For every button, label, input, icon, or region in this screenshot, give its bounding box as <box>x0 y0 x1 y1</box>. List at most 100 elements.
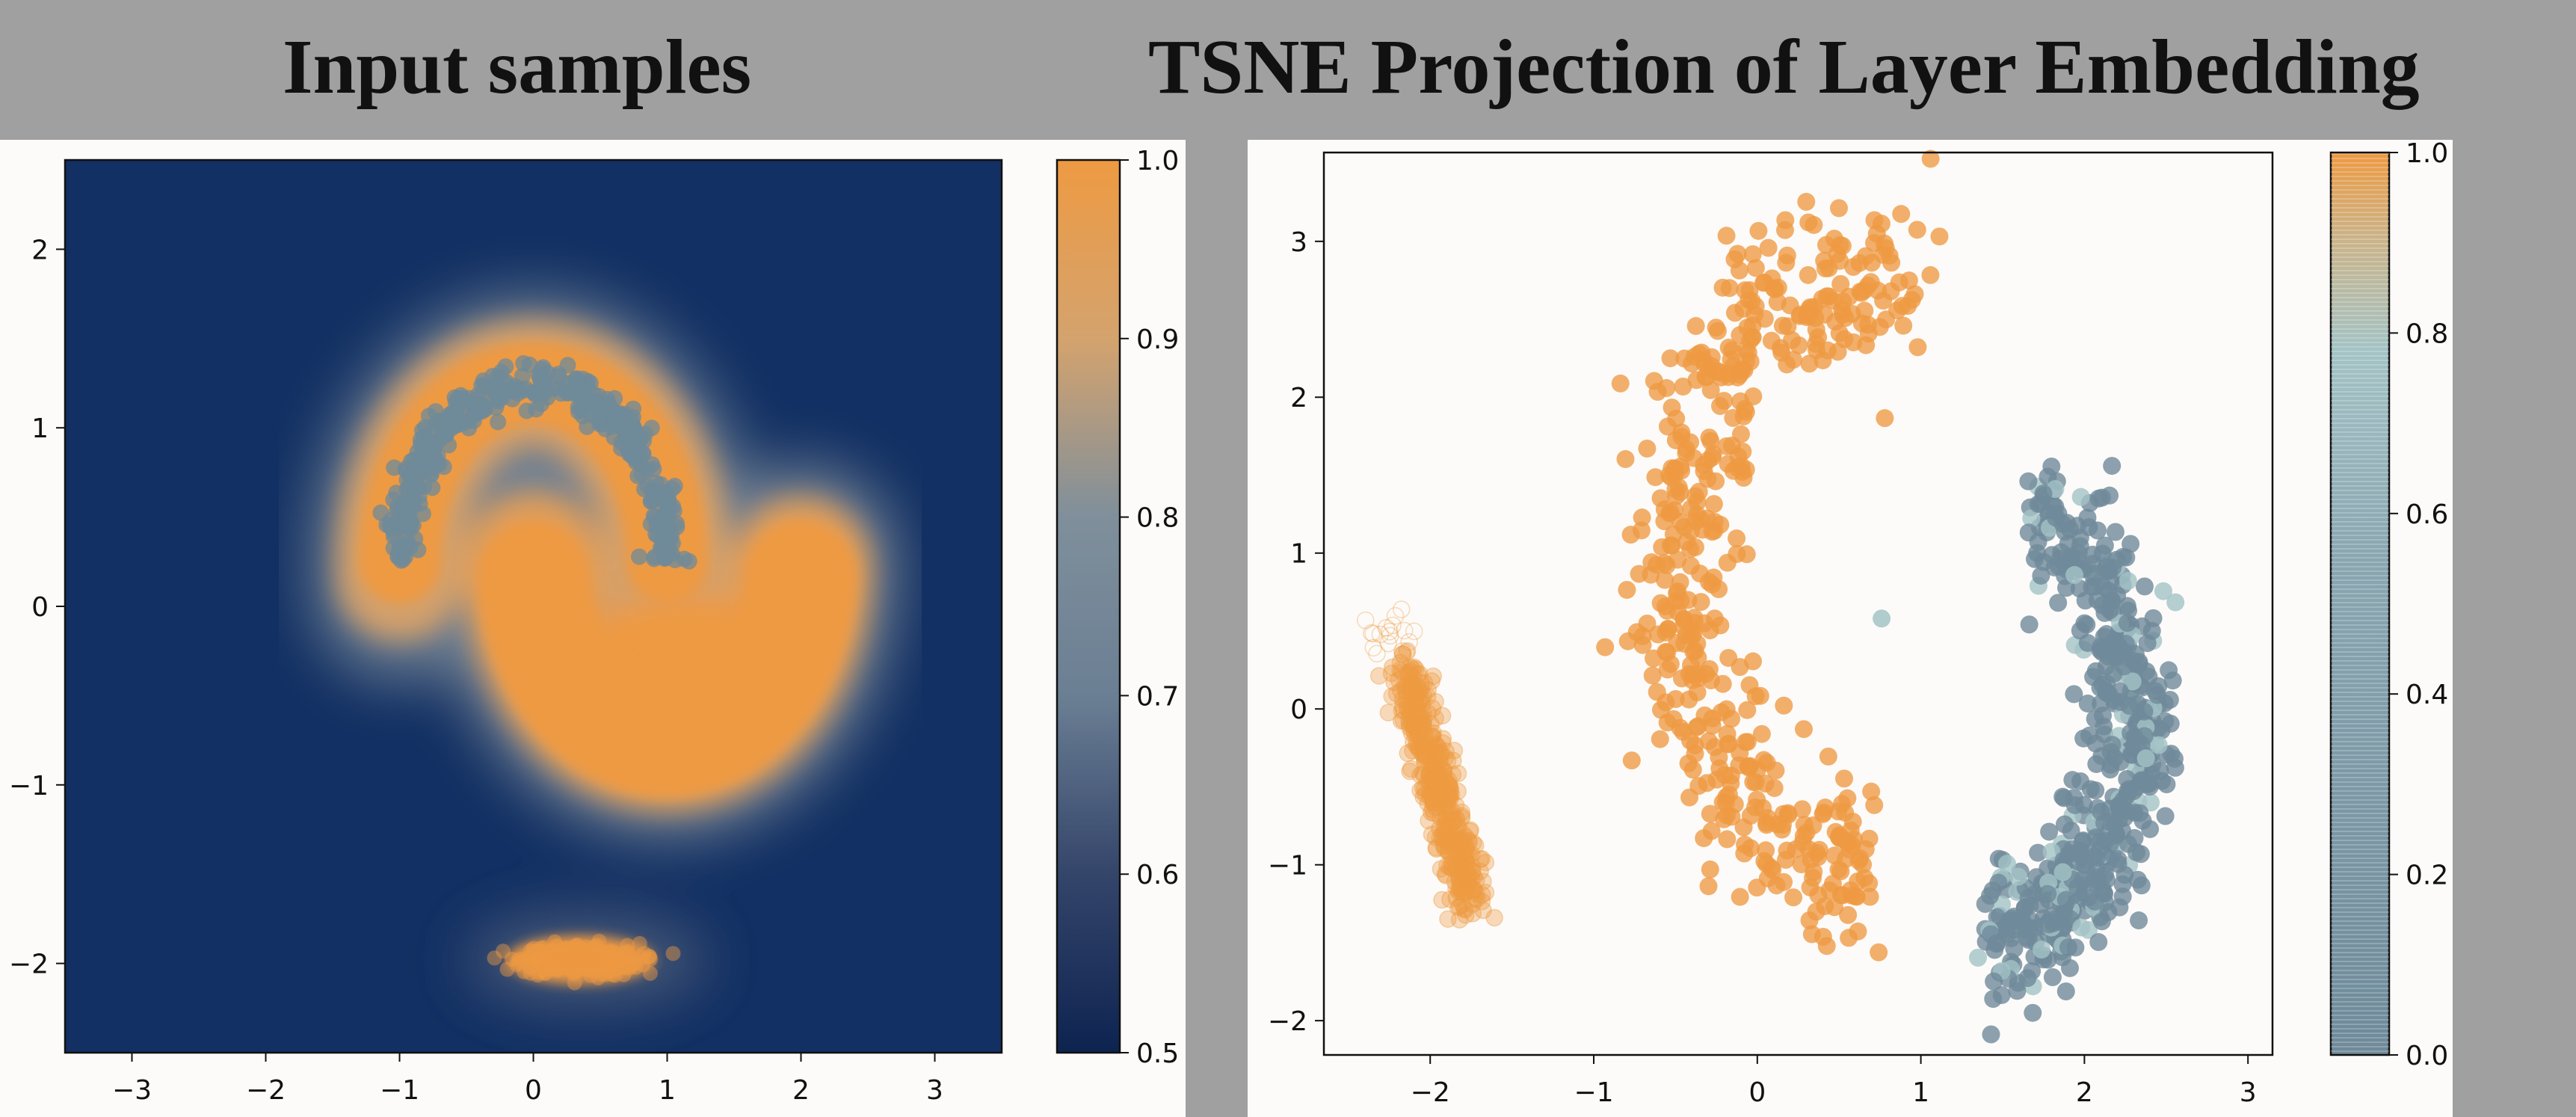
tsne-point <box>1431 819 1449 837</box>
tsne-point <box>1450 869 1469 887</box>
sample-point <box>592 950 608 965</box>
sample-point <box>629 467 647 484</box>
tsne-point <box>1861 273 1880 292</box>
tsne-point <box>1839 905 1858 924</box>
sample-point <box>573 947 588 962</box>
tsne-point <box>1390 671 1408 689</box>
sample-point <box>560 942 576 958</box>
sample-point <box>711 739 728 757</box>
tsne-point <box>1437 867 1455 884</box>
sample-point <box>517 951 532 967</box>
tsne-point <box>1438 856 1456 875</box>
sample-point <box>582 375 599 392</box>
tsne-point <box>1892 205 1911 224</box>
tsne-point <box>1413 716 1431 733</box>
sample-point <box>599 955 614 970</box>
tsne-point <box>1930 227 1949 246</box>
tsne-point <box>1456 884 1475 902</box>
sample-point <box>545 961 561 977</box>
tsne-point <box>2132 876 2151 895</box>
y-tick-label: 1 <box>31 413 49 444</box>
tsne-point <box>1861 887 1879 906</box>
tsne-point <box>1416 750 1434 769</box>
tsne-point <box>1429 748 1447 767</box>
x-tick-label: −2 <box>246 1075 286 1106</box>
tsne-point <box>1661 349 1680 368</box>
tsne-point <box>1448 859 1466 878</box>
sample-point <box>587 944 603 959</box>
tsne-point <box>1400 664 1418 683</box>
tsne-point <box>1715 392 1734 410</box>
sample-point <box>578 959 594 975</box>
tsne-point <box>1452 843 1471 861</box>
tsne-point <box>1464 834 1482 852</box>
sample-point <box>549 963 565 979</box>
sample-point <box>531 944 546 959</box>
tsne-point <box>1460 872 1478 890</box>
sample-point <box>573 956 588 972</box>
tsne-point <box>2092 912 2111 931</box>
sample-point <box>556 946 572 961</box>
tsne-point <box>1445 742 1464 760</box>
x-tick-label: 3 <box>2240 1077 2257 1108</box>
tsne-point <box>1737 733 1755 751</box>
tsne-point <box>1455 855 1473 874</box>
tsne-point <box>1737 352 1755 371</box>
sample-point <box>605 955 620 970</box>
tsne-point <box>1414 787 1432 806</box>
tsne-point <box>1720 279 1739 298</box>
tsne-point <box>1445 813 1463 831</box>
sample-point <box>593 961 608 977</box>
tsne-point <box>1451 834 1470 852</box>
tsne-point <box>2089 933 2108 952</box>
tsne-point <box>1741 331 1760 350</box>
sample-point <box>585 952 600 967</box>
tsne-point <box>1452 807 1471 825</box>
sample-point <box>567 958 583 973</box>
sample-point <box>533 941 549 956</box>
sample-point <box>566 954 582 970</box>
tsne-point <box>1468 890 1486 908</box>
sample-point <box>659 505 677 523</box>
sample-point <box>564 945 580 961</box>
tsne-point <box>1420 764 1438 783</box>
tsne-point <box>1447 843 1465 861</box>
tsne-point <box>2039 859 2057 878</box>
tsne-point <box>1735 835 1754 854</box>
tsne-point <box>1438 810 1456 829</box>
tsne-point <box>1449 845 1467 864</box>
tsne-point <box>1386 607 1405 625</box>
sample-point <box>594 947 610 963</box>
tsne-point <box>1450 870 1468 888</box>
tsne-point <box>1731 887 1749 906</box>
sample-point <box>662 531 679 548</box>
tsne-point <box>1458 864 1476 883</box>
tsne-point <box>1778 355 1796 374</box>
tsne-point <box>1426 757 1444 775</box>
tsne-point <box>2071 841 2089 860</box>
tsne-point <box>1403 683 1421 701</box>
tsne-point <box>2113 875 2132 893</box>
sample-point <box>594 957 609 973</box>
sample-point <box>611 950 627 965</box>
tsne-point <box>2156 807 2175 825</box>
sample-point <box>581 956 597 971</box>
tsne-point <box>2040 822 2059 841</box>
sample-point <box>628 959 644 975</box>
tsne-point <box>1408 721 1427 739</box>
tsne-point <box>1682 522 1701 541</box>
tsne-point <box>1671 591 1690 610</box>
sample-point <box>763 576 780 594</box>
tsne-point <box>1447 810 1466 828</box>
tsne-point <box>1459 867 1477 884</box>
tsne-point <box>1421 750 1440 768</box>
sample-point <box>564 964 580 979</box>
left-colorbar <box>1056 159 1121 1054</box>
sample-point <box>569 950 585 966</box>
tsne-point <box>1426 738 1443 756</box>
sample-point <box>555 946 571 961</box>
tsne-point <box>2121 535 2140 553</box>
sample-point <box>600 945 616 961</box>
sample-point <box>616 958 632 973</box>
tsne-point <box>1398 686 1416 704</box>
